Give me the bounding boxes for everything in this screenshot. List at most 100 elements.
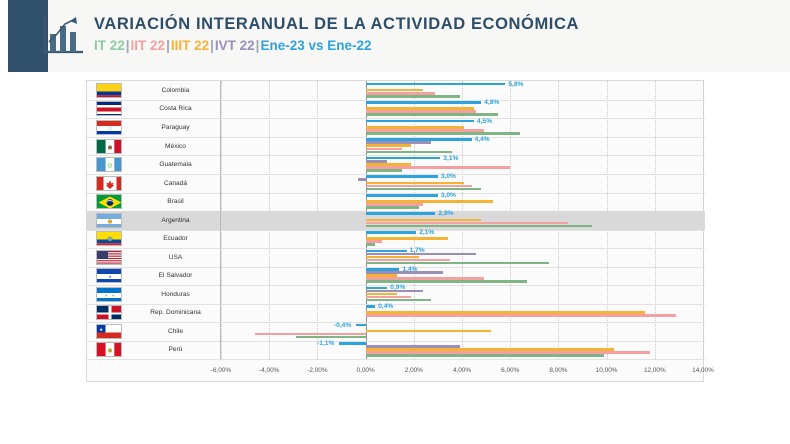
bar-it-22 — [365, 354, 605, 357]
flag-cell — [87, 155, 131, 174]
bar-iit-22 — [365, 110, 477, 114]
flag-paraguay-icon — [96, 119, 122, 135]
legend-item-iit22: IIT 22 — [130, 37, 166, 53]
table-row[interactable]: ★ El Salvador 1,4% — [87, 265, 705, 287]
bar-ivt-22 — [365, 289, 424, 293]
table-row[interactable]: Ecuador 2,1% — [87, 229, 705, 250]
x-axis-tick: 2,00% — [404, 367, 423, 374]
header: VARIACIÓN INTERANUAL DE LA ACTIVIDAD ECO… — [0, 0, 790, 72]
svg-text:★: ★ — [108, 275, 111, 279]
data-label: 0,4% — [378, 302, 394, 310]
bar-iit-22 — [365, 203, 424, 206]
flag-rep-dominicana-icon — [96, 305, 122, 321]
country-label: Canadá — [131, 173, 221, 193]
table-row[interactable]: USA 1,7% — [87, 247, 705, 268]
table-row[interactable]: Paraguay 4,5% — [87, 118, 705, 138]
flag-cell: ★ — [87, 322, 131, 341]
row-plot-area: -0,4% — [221, 322, 705, 341]
bar-iiit-22 — [365, 144, 412, 148]
bar-iiit-22 — [365, 107, 475, 110]
table-row[interactable]: México 4,4% — [87, 136, 705, 157]
header-accent-bar-edge — [0, 0, 8, 72]
flag-cell — [87, 118, 131, 137]
legend-item-ivt22: IVT 22 — [214, 37, 255, 53]
flag-costa-rica-icon — [96, 101, 122, 117]
bar-group: 3,0% — [221, 192, 705, 211]
legend-item-ene23: Ene-23 vs Ene-22 — [260, 37, 372, 53]
bar-iit-22 — [365, 258, 450, 262]
flag-honduras-icon: ★ ★ — [96, 286, 122, 302]
table-row[interactable]: Costa Rica 4,8% — [87, 99, 705, 120]
flag-colombia-icon — [96, 82, 122, 98]
bar-iiit-22 — [365, 125, 465, 129]
bar-it-22 — [365, 280, 528, 283]
bar-group: 0,9% — [221, 284, 705, 304]
x-axis-tick: 8,00% — [549, 367, 568, 374]
legend-separator: | — [166, 37, 170, 53]
table-row[interactable]: Brasil 3,0% — [87, 192, 705, 213]
bar-iiit-22 — [365, 218, 482, 222]
flag-cell — [87, 81, 131, 100]
svg-text:★: ★ — [112, 293, 115, 297]
bar-ivt-22 — [365, 345, 460, 348]
flag-usa-icon — [96, 249, 122, 265]
legend-separator: | — [210, 37, 214, 53]
title-block: VARIACIÓN INTERANUAL DE LA ACTIVIDAD ECO… — [94, 14, 579, 54]
row-plot-area: 4,5% — [221, 118, 705, 137]
table-row[interactable]: ★ Chile -0,4% — [87, 322, 705, 342]
x-axis-tick: -2,00% — [307, 367, 328, 374]
bar-ene-23-vs-ene-22 — [365, 231, 417, 234]
table-row[interactable]: Perú -1,1% — [87, 340, 705, 361]
bar-it-22 — [365, 206, 419, 209]
x-axis-tick: 4,00% — [452, 367, 472, 374]
bar-ivt-22 — [365, 159, 388, 163]
table-row[interactable]: Canadá 3,0% — [87, 173, 705, 194]
flag-argentina-icon — [96, 212, 122, 228]
data-label: 2,9% — [438, 210, 454, 218]
row-plot-area: 4,8% — [221, 99, 705, 119]
data-label: 1,7% — [409, 247, 425, 255]
bar-group: -0,4% — [221, 322, 705, 341]
bar-ene-23-vs-ene-22 — [365, 82, 506, 86]
country-label: Paraguay — [131, 118, 221, 137]
data-label: 3,0% — [440, 173, 456, 181]
bar-ene-23-vs-ene-22 — [365, 101, 482, 104]
flag-mexico-icon — [96, 138, 122, 154]
bar-it-22 — [365, 224, 593, 228]
bar-iiit-22 — [365, 329, 491, 333]
bar-ene-23-vs-ene-22 — [365, 212, 436, 216]
flag-cell: ★ — [87, 266, 131, 285]
country-label: Perú — [131, 340, 221, 360]
legend-separator: | — [255, 37, 260, 53]
table-row[interactable]: Rep. Dominicana 0,4% — [87, 302, 705, 324]
legend-strip: IT 22|IIT 22|IIIT 22|IVT 22|Ene-23 vs En… — [94, 38, 579, 54]
bar-ivt-22 — [358, 178, 366, 182]
flag-brasil-icon — [96, 194, 122, 210]
data-label: -0,4% — [333, 321, 352, 329]
x-axis: -6,00% -4,00% -2,00% 0,00% 2,00% 4,00% 6,00% 8,… — [87, 359, 714, 382]
flag-guatemala-icon — [96, 157, 122, 173]
country-label: Colombia — [131, 81, 221, 100]
table-row[interactable]: Argentina 2,9% — [87, 210, 705, 231]
bar-ene-23-vs-ene-22 — [365, 175, 438, 179]
row-plot-area: 3,1% — [221, 155, 705, 174]
flag-ecuador-icon — [96, 231, 122, 247]
data-label: 1,4% — [402, 265, 418, 273]
table-row[interactable]: Guatemala 3,1% — [87, 155, 705, 175]
bar-iiit-22 — [365, 255, 419, 259]
bar-ene-23-vs-ene-22 — [339, 342, 366, 345]
flag-cell: ★ ★ — [87, 285, 131, 304]
x-axis-tick: 14,00% — [692, 367, 714, 374]
bar-iiit-22 — [365, 181, 465, 185]
flag-cell — [87, 211, 131, 230]
x-axis-tick: 12,00% — [643, 367, 666, 374]
bar-it-22 — [365, 94, 460, 98]
row-plot-area: 2,9% — [221, 210, 705, 230]
table-row[interactable]: ★ ★ Honduras 0,9% — [87, 284, 705, 305]
bar-group: -1,1% — [221, 340, 705, 359]
bar-ene-23-vs-ene-22 — [365, 119, 475, 123]
flag-chile-icon: ★ — [96, 323, 122, 339]
chart-panel: Colombia 5,8% Costa Rica 4,8% Paraguay 4,5% Mé… — [86, 80, 714, 382]
country-label: Rep. Dominicana — [131, 303, 221, 323]
table-row[interactable]: Colombia 5,8% — [87, 81, 705, 101]
